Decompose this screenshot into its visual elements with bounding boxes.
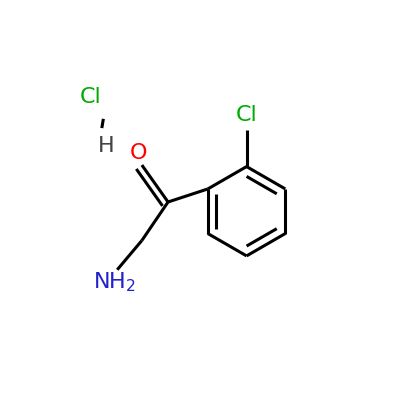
Text: NH$_2$: NH$_2$ (93, 271, 136, 294)
Text: H: H (98, 136, 115, 156)
Text: Cl: Cl (236, 105, 258, 125)
Text: Cl: Cl (80, 87, 102, 107)
Text: O: O (130, 143, 148, 163)
